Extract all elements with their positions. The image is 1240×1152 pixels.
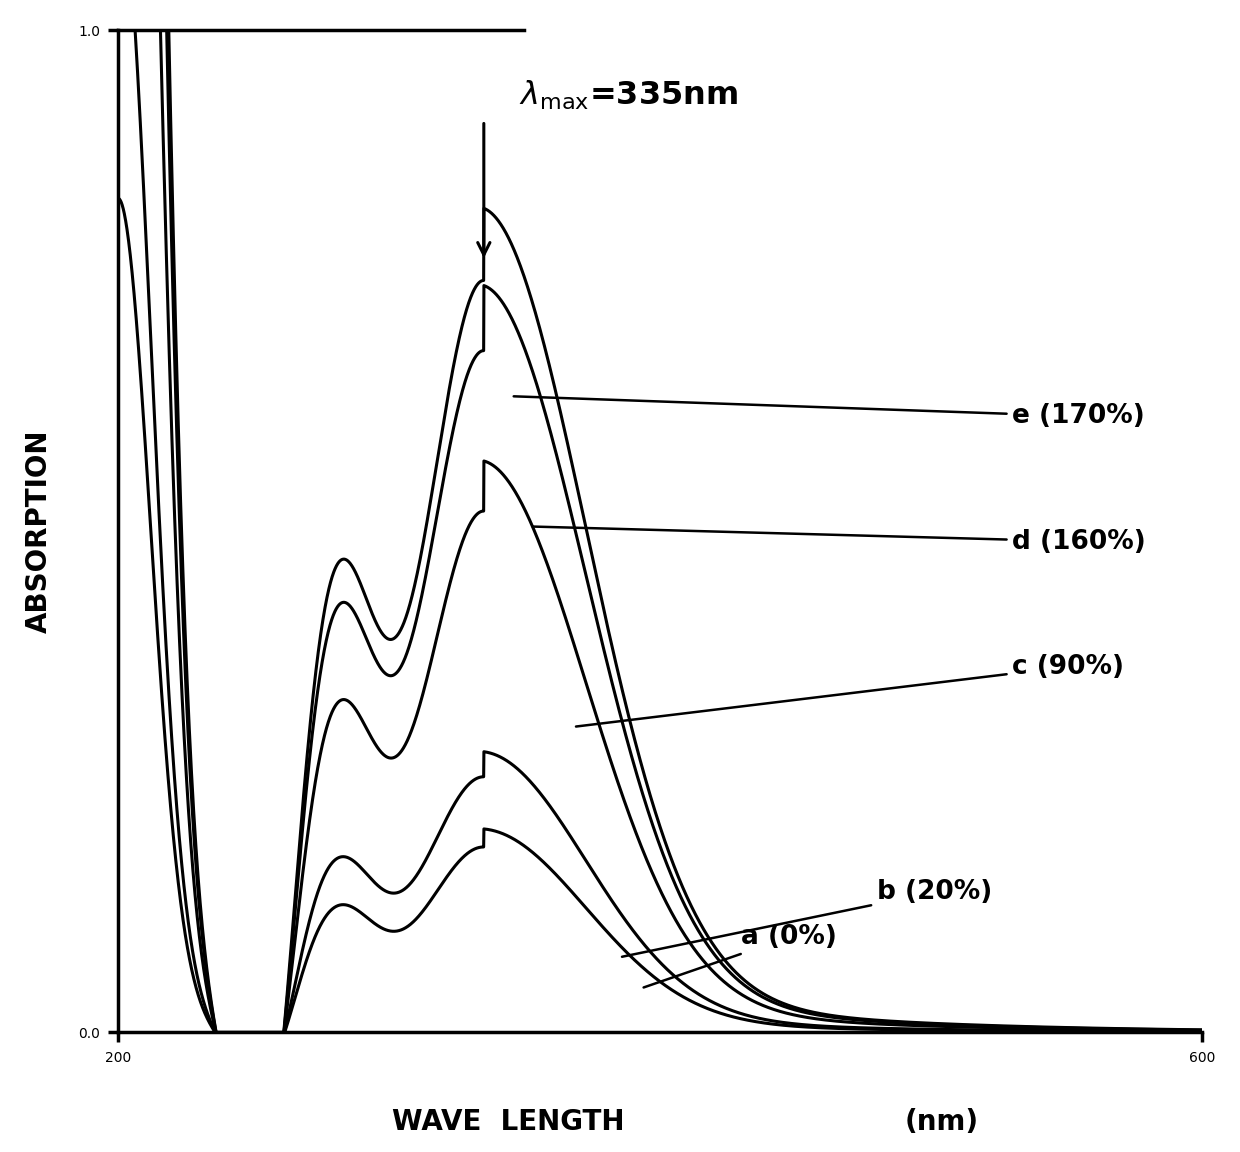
- Text: $\lambda_{\mathrm{max}}$=335nm: $\lambda_{\mathrm{max}}$=335nm: [520, 79, 738, 113]
- Text: a (0%): a (0%): [644, 924, 837, 987]
- Text: c (90%): c (90%): [577, 653, 1125, 727]
- Text: WAVE  LENGTH: WAVE LENGTH: [392, 1107, 625, 1136]
- Text: d (160%): d (160%): [533, 526, 1146, 554]
- Text: e (170%): e (170%): [513, 396, 1145, 430]
- Text: (nm): (nm): [905, 1107, 978, 1136]
- Text: b (20%): b (20%): [622, 879, 992, 957]
- Y-axis label: ABSORPTION: ABSORPTION: [25, 430, 53, 634]
